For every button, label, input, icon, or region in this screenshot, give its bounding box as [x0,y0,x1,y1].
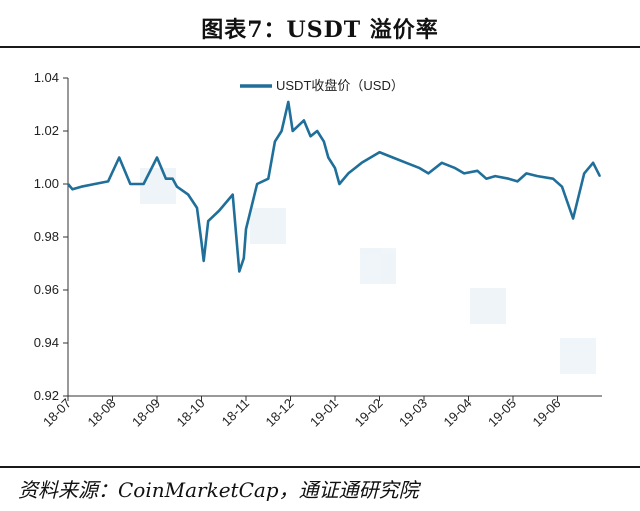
data-point [516,180,519,183]
data-point [440,161,443,164]
data-point [494,175,497,177]
data-point [200,241,203,244]
data-point [118,156,121,159]
data-point [583,172,586,175]
data-point [171,177,174,180]
data-point [347,172,350,175]
data-point [93,183,96,185]
data-point [165,177,167,180]
data-point [291,130,294,132]
chart-title: 图表7：USDT 溢价率 [201,17,439,43]
y-tick-label: 1.02 [34,123,59,138]
data-point [360,161,363,164]
data-point [256,183,258,185]
data-point [231,193,234,196]
data-point [334,167,336,169]
data-point [202,260,205,262]
data-point [287,101,290,103]
data-point [552,177,554,180]
data-point [561,185,563,188]
x-tick-label: 19-01 [307,396,341,430]
y-tick-label: 0.98 [34,229,59,244]
source-note: 资料来源：CoinMarketCap，通证通研究院 [18,478,419,502]
usdt-close-line [67,100,601,273]
data-point [463,172,465,175]
data-point [354,167,356,169]
data-point [391,156,394,159]
y-tick-label: 0.96 [34,282,59,297]
x-tick-label: 18-10 [174,396,208,430]
data-point [572,217,574,220]
x-tick-label: 18-08 [85,396,119,430]
x-tick-label: 19-06 [530,396,564,430]
data-point [454,167,456,169]
data-point [156,156,158,159]
data-point [592,161,594,164]
data-point [267,177,270,180]
x-tick-label: 19-04 [441,396,475,430]
data-point [207,220,210,223]
watermark-logo [140,168,596,374]
legend-label: USDT收盘价（USD） [276,78,404,93]
data-point [338,183,341,185]
data-point [242,257,245,260]
title-rule [0,46,640,48]
data-point [245,228,247,231]
data-point [176,185,178,188]
x-tick-label: 18-11 [219,396,252,429]
x-tick-label: 19-05 [485,396,519,430]
y-tick-label: 0.92 [34,388,59,403]
data-point [507,177,510,180]
x-tick-label: 18-09 [129,396,163,430]
data-point [71,188,74,191]
data-point [196,207,198,209]
data-point [378,151,381,154]
data-point [525,172,528,175]
data-point [405,161,408,164]
source-rule [0,466,640,468]
data-point [316,130,319,132]
x-tick-label: 19-02 [352,396,386,430]
data-point [536,175,539,177]
data-point [303,119,305,122]
data-point [238,270,241,273]
y-tick-label: 1.04 [34,70,59,85]
data-point [218,209,221,212]
data-point [274,140,276,143]
y-tick-label: 0.94 [34,335,59,350]
data-point [107,180,109,183]
y-tick-label: 1.00 [34,176,59,191]
data-point [280,130,283,132]
data-point [142,183,145,185]
data-point [327,156,330,159]
x-tick-label: 18-12 [263,396,297,430]
data-point [80,185,83,188]
data-point [309,135,312,138]
data-point [67,183,69,185]
data-point [187,193,190,196]
data-point [369,156,372,159]
x-tick-label: 19-03 [396,396,430,430]
data-point [485,177,488,180]
data-point [476,169,479,172]
data-point [427,172,430,175]
data-point [129,183,132,185]
data-point [323,140,325,143]
data-point [418,167,421,169]
data-point [598,175,601,177]
